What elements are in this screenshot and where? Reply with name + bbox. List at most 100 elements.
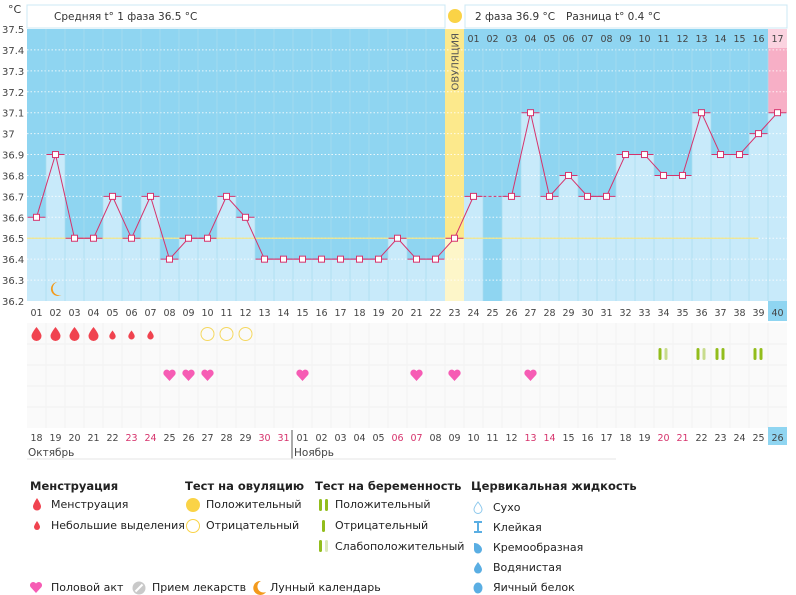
temperature-point xyxy=(147,192,154,200)
phase1-header xyxy=(26,4,446,29)
cycle-day-label: 26 xyxy=(505,308,517,319)
calendar-date-label: 18 xyxy=(619,433,631,444)
temperature-point xyxy=(185,234,192,242)
cervical-sticky-icon xyxy=(474,521,482,533)
intercourse-heart-icon xyxy=(448,369,461,381)
temperature-bar xyxy=(616,154,635,301)
dpo-label: 12 xyxy=(676,34,688,45)
dpo-highlight xyxy=(768,29,787,48)
cycle-day-label: 07 xyxy=(144,308,156,319)
y-tick-label: 36.3 xyxy=(2,276,24,287)
legend-cervical-dry: Сухо xyxy=(493,501,521,514)
dpo-label: 16 xyxy=(752,34,764,45)
cycle-day-label: 31 xyxy=(600,308,612,319)
temperature-line-segment xyxy=(93,196,113,239)
dpo-label: 11 xyxy=(657,34,669,45)
temperature-difference: Разница t° 0.4 °C xyxy=(566,11,660,23)
cycle-day-label: 25 xyxy=(486,308,498,319)
calendar-date-label: 08 xyxy=(429,433,441,444)
dpo-label: 09 xyxy=(619,34,631,45)
calendar-date-label: 01 xyxy=(296,433,308,444)
temperature-line-segment xyxy=(511,112,531,197)
temperature-bar xyxy=(521,112,540,301)
y-tick-label: 37 xyxy=(2,130,15,141)
temperature-bar xyxy=(578,196,597,301)
intercourse-heart-icon xyxy=(524,369,537,381)
temperature-line-segment xyxy=(207,196,227,239)
temperature-point xyxy=(603,192,610,200)
temperature-point xyxy=(717,151,724,159)
temperature-line-segment xyxy=(112,196,132,239)
pregnancy-test-line xyxy=(759,348,763,360)
cycle-day-label: 38 xyxy=(733,308,745,319)
calendar-date-label: 22 xyxy=(695,433,707,444)
calendar-date-label: 19 xyxy=(49,433,61,444)
calendar-date-label: 19 xyxy=(638,433,650,444)
legend-lunar-calendar: Лунный календарь xyxy=(270,581,381,594)
dpo-label: 02 xyxy=(486,34,498,45)
phase2-header xyxy=(464,4,788,29)
temperature-bar xyxy=(730,154,749,301)
calendar-date-label: 30 xyxy=(258,433,270,444)
calendar-date-label: 09 xyxy=(448,433,460,444)
ovulation-bar xyxy=(445,238,464,301)
legend-cervical-creamy: Кремообразная xyxy=(493,541,584,554)
cycle-day-label: 09 xyxy=(182,308,194,319)
cycle-day-label: 39 xyxy=(752,308,764,319)
legend-pregnancy-weak-positive: Слабоположительный xyxy=(335,540,465,553)
calendar-date-label: 10 xyxy=(467,433,479,444)
legend-light-spotting: Небольшие выделения xyxy=(51,519,185,532)
temperature-point xyxy=(508,192,515,200)
cycle-day-label: 23 xyxy=(448,308,460,319)
temperature-line-segment xyxy=(131,196,151,239)
cycle-day-label: 29 xyxy=(562,308,574,319)
temperature-point xyxy=(565,171,572,179)
ovulation-sun-icon xyxy=(448,9,462,23)
y-tick-label: 36.2 xyxy=(2,297,24,308)
temperature-point xyxy=(71,234,78,242)
y-tick-label: 36.6 xyxy=(2,213,24,224)
intercourse-heart-icon xyxy=(182,369,195,381)
pregnancy-test-line xyxy=(721,348,725,360)
cervical-egg-white-icon xyxy=(473,582,483,594)
temperature-bar xyxy=(331,259,350,301)
temperature-line-segment xyxy=(454,196,474,239)
temperature-point xyxy=(128,234,135,242)
temperature-bar xyxy=(198,238,217,301)
cycle-day-label: 17 xyxy=(334,308,346,319)
cycle-day-label: 36 xyxy=(695,308,707,319)
current-day-highlight xyxy=(768,301,787,321)
cycle-day-label: 02 xyxy=(49,308,61,319)
today-date-highlight xyxy=(768,427,787,445)
unit-label: °C xyxy=(8,3,22,16)
temperature-point xyxy=(394,234,401,242)
pregnancy-test-line xyxy=(658,348,662,360)
cycle-day-label: 21 xyxy=(410,308,422,319)
temperature-line-segment xyxy=(245,217,265,260)
calendar-date-label: 16 xyxy=(581,433,593,444)
temperature-chart: °C Средняя t° 1 фаза 36.5 °C 2 фаза 36.9… xyxy=(2,3,788,460)
calendar-date-label: 26 xyxy=(771,433,783,444)
dpo-label: 07 xyxy=(581,34,593,45)
cycle-day-label: 30 xyxy=(581,308,593,319)
menstruation-drop-icon xyxy=(33,498,41,511)
menstruation-drop-icon xyxy=(88,327,99,342)
dpo-label: 17 xyxy=(771,34,783,45)
phase2-average: 2 фаза 36.9 °C xyxy=(475,11,555,23)
temperature-point xyxy=(242,213,249,221)
temperature-bar xyxy=(179,238,198,301)
legend-pregnancy-positive: Положительный xyxy=(335,498,431,511)
temperature-line-segment xyxy=(530,112,550,197)
calendar-date-label: 24 xyxy=(733,433,745,444)
calendar-date-label: 07 xyxy=(410,433,422,444)
calendar-date-label: 18 xyxy=(30,433,42,444)
light-spotting-drop-icon xyxy=(128,330,135,340)
y-tick-label: 37.5 xyxy=(2,25,24,36)
legend-ovulation-negative: Отрицательный xyxy=(206,519,300,532)
temperature-point xyxy=(622,151,629,159)
temperature-point xyxy=(470,192,477,200)
temperature-bar xyxy=(464,196,483,301)
temperature-bar xyxy=(255,259,274,301)
cycle-day-label: 28 xyxy=(543,308,555,319)
